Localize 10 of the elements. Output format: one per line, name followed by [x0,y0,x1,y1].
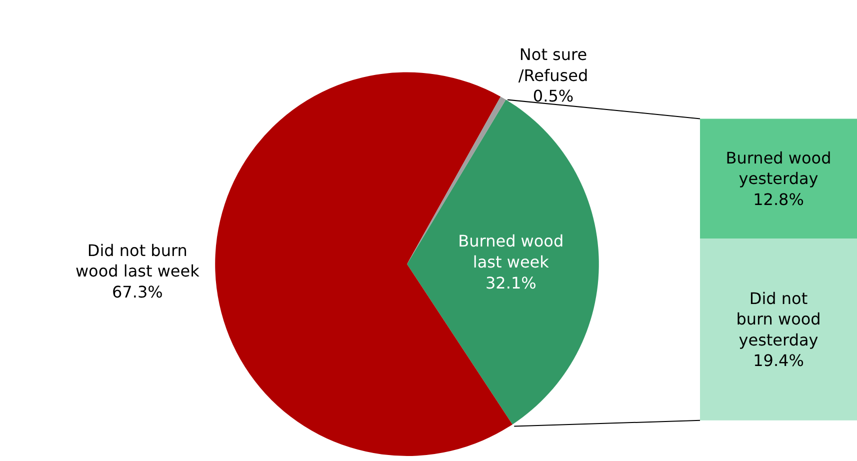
series-label: Burned wood yesterday [726,148,832,188]
data-label: 67.3% [112,282,163,302]
data-label: 0.5% [532,86,574,106]
data-label: 12.8% [753,190,804,209]
data-label: 32.1% [485,273,536,292]
slice-label: Not sure /Refused [518,45,588,85]
slice-label: Burned wood last week [458,232,564,272]
data-label: 19.4% [753,351,804,370]
series-label: Did not burn wood yesterday [736,288,821,350]
slice-label: Did not burn wood last week [75,240,200,281]
